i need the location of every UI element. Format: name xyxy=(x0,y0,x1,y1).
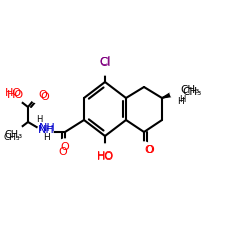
Text: H: H xyxy=(179,94,186,104)
Text: H: H xyxy=(44,132,51,141)
Text: CH₃: CH₃ xyxy=(182,87,202,97)
Circle shape xyxy=(97,144,113,160)
Polygon shape xyxy=(162,89,179,98)
Text: HO: HO xyxy=(96,152,114,162)
Text: CH₃: CH₃ xyxy=(4,132,20,141)
Text: O: O xyxy=(58,147,68,157)
Text: H: H xyxy=(36,114,43,124)
Text: O: O xyxy=(144,145,154,155)
Text: HO: HO xyxy=(96,151,114,161)
Text: HO: HO xyxy=(6,90,24,100)
Text: O: O xyxy=(40,92,50,102)
Text: NH: NH xyxy=(38,123,56,133)
Text: NH: NH xyxy=(38,125,54,135)
Circle shape xyxy=(170,84,186,100)
Text: O: O xyxy=(60,142,70,152)
Circle shape xyxy=(7,89,23,105)
Text: H: H xyxy=(178,98,184,106)
Circle shape xyxy=(30,87,46,103)
Circle shape xyxy=(57,139,73,155)
Text: CH₃: CH₃ xyxy=(180,85,200,95)
Text: O: O xyxy=(38,90,48,100)
Text: O: O xyxy=(146,145,154,155)
Circle shape xyxy=(37,124,53,140)
Circle shape xyxy=(136,142,152,158)
Text: Cl: Cl xyxy=(100,57,110,67)
Text: HO: HO xyxy=(4,88,21,98)
Circle shape xyxy=(7,124,23,140)
Circle shape xyxy=(97,59,113,75)
Text: Cl: Cl xyxy=(99,56,111,70)
Text: CH₃: CH₃ xyxy=(5,130,23,140)
